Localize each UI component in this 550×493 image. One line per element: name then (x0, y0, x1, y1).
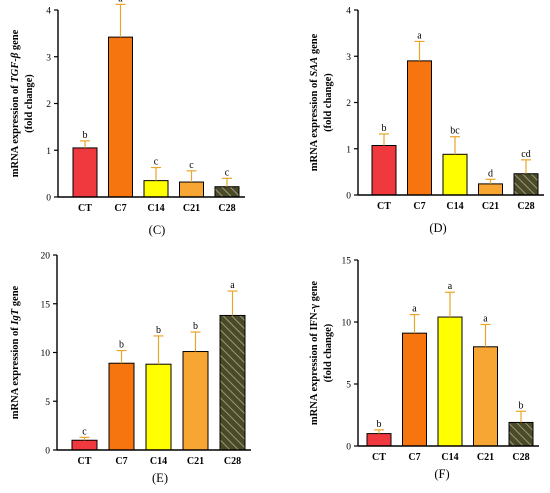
y-axis-label-line2: (fold change) (323, 73, 334, 132)
significance-letter: b (83, 130, 88, 141)
significance-letter: cd (521, 149, 530, 160)
y-tick-label: 3 (46, 53, 51, 63)
category-label: C7 (413, 201, 425, 212)
bar-c14 (145, 363, 172, 451)
category-label: C21 (187, 456, 204, 467)
y-axis-label: mRNA expression of SAA gene (309, 33, 320, 171)
significance-letter: a (448, 281, 453, 292)
category-label: C28 (512, 452, 529, 463)
category-label: CT (372, 452, 386, 463)
significance-letter: a (230, 280, 235, 291)
category-label: CT (78, 456, 92, 467)
bar-c21 (179, 181, 204, 198)
y-tick-label: 0 (46, 194, 51, 204)
bar-ct (71, 439, 98, 451)
y-tick-label: 0 (346, 192, 351, 202)
panel-f: b CT a C7 a C14 a C21 b C28 0 5 10 15 mRNA expression … (309, 257, 539, 481)
bar-c7 (108, 362, 135, 451)
y-tick-label: 0 (45, 447, 50, 457)
significance-letter: a (118, 0, 123, 4)
y-tick-label: 5 (45, 398, 50, 408)
category-label: C28 (224, 456, 241, 467)
panel-label: (E) (152, 471, 168, 485)
category-label: C28 (218, 203, 235, 214)
significance-letter: a (483, 313, 488, 324)
category-label: C28 (517, 201, 534, 212)
panel-label: (D) (429, 221, 446, 235)
bar-ct (371, 145, 397, 196)
category-label: C7 (408, 452, 420, 463)
significance-letter: c (154, 157, 159, 168)
significance-letter: d (488, 168, 493, 179)
bar-c7 (108, 36, 133, 198)
category-label: C14 (147, 203, 164, 214)
bar-c7 (402, 332, 427, 447)
bar-c14 (442, 153, 468, 196)
y-tick-label: 5 (346, 381, 351, 391)
y-tick-label: 4 (346, 7, 351, 17)
panel-e: c CT b C7 b C14 b C21 a C28 0 5 10 15 20 mRNA expressio… (10, 252, 251, 485)
y-tick-label: 2 (346, 99, 351, 109)
significance-letter: b (156, 325, 161, 336)
panel-d: b CT a C7 bc C14 d C21 cd C28 0 1 2 3 4 mRNA expression… (309, 7, 544, 235)
category-label: C14 (441, 452, 458, 463)
bar-c28 (508, 421, 534, 447)
bar-c7 (407, 60, 432, 196)
category-label: CT (78, 203, 92, 214)
panel-label: (C) (149, 223, 166, 237)
panel-c: b CT a C7 c C14 c C21 c C28 0 1 2 3 4 mRNA expression o… (10, 0, 245, 237)
bar-c21 (478, 183, 503, 196)
significance-letter: b (377, 419, 382, 430)
y-axis-label: mRNA expression of IFN-γ gene (309, 281, 320, 425)
y-tick-label: 20 (41, 252, 51, 262)
category-label: C21 (477, 452, 494, 463)
significance-letter: b (519, 400, 524, 411)
y-tick-label: 1 (46, 147, 51, 157)
y-axis-label-line2: (fold change) (323, 323, 334, 382)
significance-letter: bc (450, 126, 460, 137)
y-tick-label: 10 (342, 319, 352, 329)
category-label: C14 (446, 201, 463, 212)
bar-c14 (437, 316, 463, 447)
bar-c28 (214, 186, 240, 198)
bar-c21 (182, 351, 209, 451)
significance-letter: b (382, 123, 387, 134)
bar-c14 (143, 180, 169, 198)
y-tick-label: 15 (342, 257, 352, 267)
significance-letter: c (82, 426, 87, 437)
y-tick-label: 1 (346, 145, 351, 155)
category-label: C7 (115, 456, 127, 467)
significance-letter: c (189, 160, 194, 171)
y-axis-label-line2: (fold change) (24, 74, 35, 133)
y-axis-label: mRNA expression of TGF-β gene (10, 29, 21, 177)
y-tick-label: 15 (41, 300, 51, 310)
y-tick-label: 4 (46, 7, 51, 17)
category-label: C14 (150, 456, 167, 467)
panel-label: (F) (434, 467, 449, 481)
significance-letter: b (193, 321, 198, 332)
category-label: C7 (114, 203, 126, 214)
bar-ct (366, 433, 392, 447)
category-label: C21 (183, 203, 200, 214)
y-tick-label: 2 (46, 100, 51, 110)
category-label: C21 (482, 201, 499, 212)
significance-letter: b (119, 340, 124, 351)
bar-c28 (219, 314, 246, 451)
significance-letter: a (412, 304, 417, 315)
y-tick-label: 0 (346, 443, 351, 453)
significance-letter: a (417, 30, 422, 41)
y-axis-label: mRNA expression of IgT gene (10, 285, 21, 419)
y-tick-label: 10 (41, 349, 51, 359)
bar-c21 (473, 346, 498, 447)
y-tick-label: 3 (346, 53, 351, 63)
bar-ct (72, 147, 98, 198)
category-label: CT (377, 201, 391, 212)
significance-letter: c (225, 167, 230, 178)
bar-c28 (513, 173, 539, 196)
